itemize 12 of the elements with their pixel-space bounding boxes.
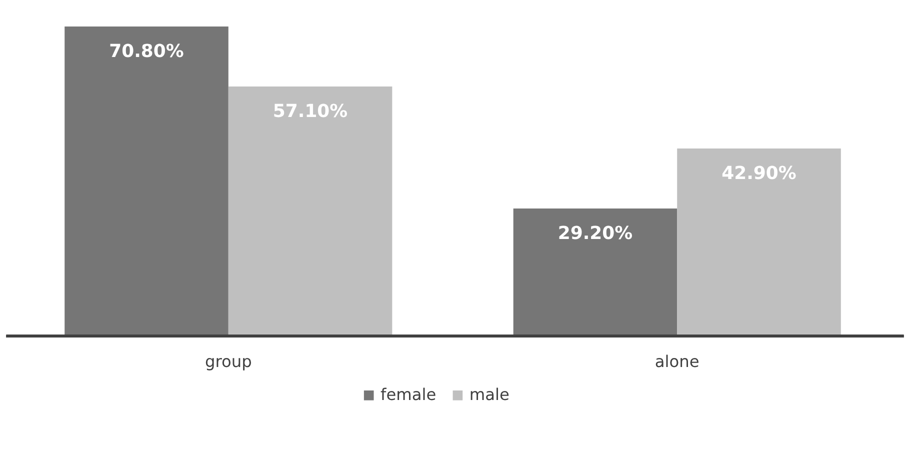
bar [228,86,392,336]
data-label: 29.20% [558,222,633,244]
bar [677,148,841,336]
bar [64,26,228,336]
legend-label: female [380,384,436,404]
bar [513,208,678,336]
legend-label: male [469,384,510,404]
data-label: 70.80% [109,41,184,62]
x-tick-label: group [204,352,252,372]
data-label: 57.10% [272,100,348,122]
data-label: 42.90% [722,163,796,184]
x-tick-label: alone [654,352,700,372]
